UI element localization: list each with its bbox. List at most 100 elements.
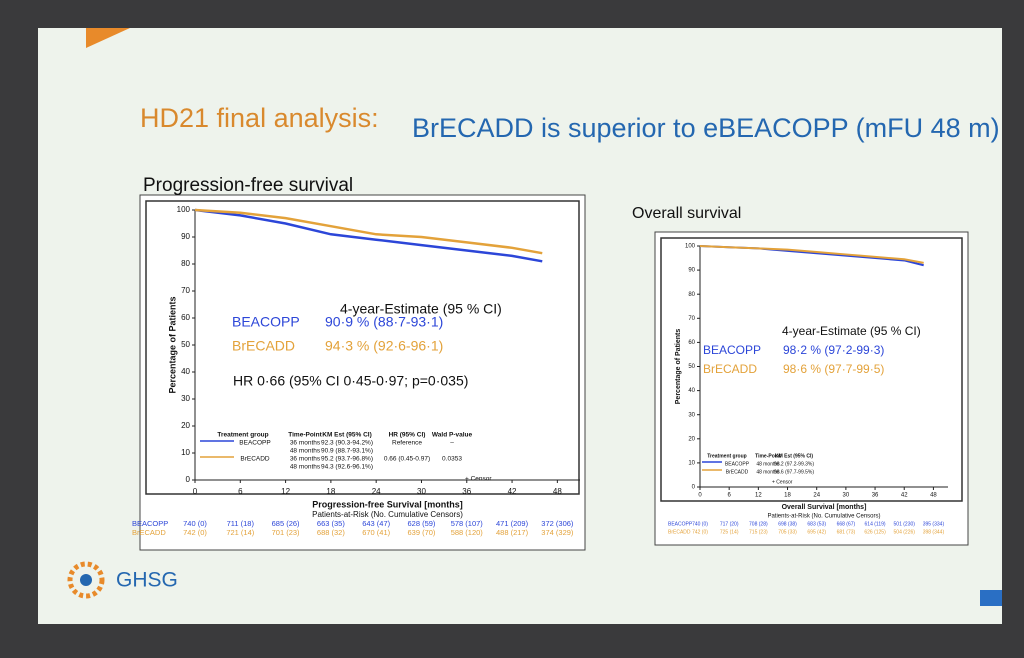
at-risk-count: 588 (120): [451, 528, 484, 537]
table-header: KM Est (95% CI): [322, 432, 371, 439]
y-tick-label: 20: [688, 436, 695, 442]
y-tick-label: 60: [181, 313, 190, 322]
y-tick-label: 90: [181, 232, 190, 241]
table-header: Treatment group: [217, 432, 268, 439]
at-risk-count: 688 (32): [317, 528, 345, 537]
at-risk-group: BrECADD: [668, 529, 691, 535]
table-header: Time-Point: [288, 432, 322, 439]
estimate-group: BrECADD: [232, 338, 295, 354]
at-risk-count: 395 (334): [923, 521, 945, 527]
at-risk-group: BEACOPP: [668, 521, 693, 527]
table-cell: 92.3 (90.3-94.2%): [321, 440, 373, 447]
legend-entry: BrECADD: [726, 469, 749, 475]
at-risk-count: 501 (230): [894, 521, 916, 527]
at-risk-count: 698 (38): [778, 521, 797, 527]
table-cell: 90.9 (88.7-93.1%): [321, 448, 373, 455]
at-risk-count: 639 (70): [408, 528, 436, 537]
legend-entry: BEACOPP: [725, 461, 750, 467]
table-header: KM Est (95% CI): [775, 453, 813, 459]
x-tick-label: 36: [462, 487, 471, 496]
censor-note: + Censor: [465, 476, 492, 483]
estimate-group: BEACOPP: [232, 314, 300, 330]
logo-text: GHSG: [116, 569, 178, 592]
y-tick-label: 80: [688, 292, 695, 298]
at-risk-count: 681 (73): [837, 529, 856, 535]
logo-mark: [80, 574, 92, 586]
legend-entry: BrECADD: [240, 456, 270, 463]
x-tick-label: 30: [417, 487, 426, 496]
at-risk-title: Patients-at-Risk (No. Cumulative Censors…: [312, 510, 463, 519]
x-tick-label: 6: [728, 493, 732, 499]
at-risk-count: 721 (14): [226, 528, 254, 537]
logo: GHSG: [67, 561, 178, 599]
plot-frame: [145, 200, 580, 495]
estimate-group: BEACOPP: [703, 343, 761, 357]
y-tick-label: 30: [181, 394, 190, 403]
y-tick-label: 60: [688, 340, 695, 346]
y-tick-label: 0: [692, 485, 696, 491]
at-risk-count: 742 (0): [183, 528, 207, 537]
at-risk-count: 628 (59): [408, 519, 436, 528]
at-risk-count: 471 (209): [496, 519, 529, 528]
x-tick-label: 0: [193, 487, 198, 496]
at-risk-count: 708 (28): [749, 521, 768, 527]
estimate-group: BrECADD: [703, 362, 757, 376]
y-axis-label: Percentage of Patients: [167, 296, 177, 393]
table-cell: 0.0353: [442, 456, 462, 463]
at-risk-count: 398 (344): [923, 529, 945, 535]
table-header: Treatment group: [707, 453, 746, 459]
y-tick-label: 10: [181, 448, 190, 457]
at-risk-count: 488 (217): [496, 528, 529, 537]
table-cell: 48 months: [290, 464, 321, 471]
y-tick-label: 10: [688, 460, 695, 466]
at-risk-count: 626 (125): [864, 529, 886, 535]
table-cell: 36 months: [290, 440, 321, 447]
estimate-value: 94·3 % (92·6-96·1): [325, 338, 443, 354]
at-risk-group: BEACOPP: [132, 519, 168, 528]
at-risk-title: Patients-at-Risk (No. Cumulative Censors…: [767, 514, 880, 520]
y-tick-label: 100: [685, 244, 696, 250]
at-risk-count: 715 (23): [749, 529, 768, 535]
y-tick-label: 80: [181, 259, 190, 268]
x-tick-label: 48: [930, 493, 937, 499]
at-risk-count: 578 (107): [451, 519, 484, 528]
at-risk-count: 643 (47): [362, 519, 390, 528]
table-cell: 0.66 (0.45-0.97): [384, 456, 430, 463]
table-cell: 36 months: [290, 456, 321, 463]
table-cell: 98.2 (97.2-99.3%): [774, 461, 814, 467]
at-risk-count: 504 (226): [894, 529, 916, 535]
y-tick-label: 100: [177, 205, 191, 214]
y-tick-label: 0: [186, 475, 191, 484]
chart-panel: [139, 194, 586, 551]
x-tick-label: 18: [784, 493, 791, 499]
estimate-heading: 4-year-Estimate (95 % CI): [340, 301, 502, 317]
at-risk-count: 742 (0): [692, 529, 708, 535]
corner-accent: [86, 28, 130, 48]
x-tick-label: 18: [326, 487, 335, 496]
x-axis-label: Overall Survival [months]: [782, 504, 867, 511]
y-tick-label: 40: [688, 388, 695, 394]
y-tick-label: 40: [181, 367, 190, 376]
y-axis-label: Percentage of Patients: [675, 329, 682, 405]
at-risk-group: BrECADD: [132, 528, 166, 537]
logo-mark: [67, 561, 105, 599]
y-tick-label: 90: [688, 268, 695, 274]
at-risk-count: 740 (0): [183, 519, 207, 528]
at-risk-count: 372 (306): [541, 519, 574, 528]
at-risk-count: 701 (23): [272, 528, 300, 537]
legend-entry: BEACOPP: [239, 440, 270, 447]
x-tick-label: 42: [508, 487, 517, 496]
y-tick-label: 70: [688, 316, 695, 322]
y-tick-label: 20: [181, 421, 190, 430]
survival-curve: [194, 208, 543, 263]
table-cell: 48 months: [290, 448, 321, 455]
x-axis-label: Progression-free Survival [months]: [312, 499, 463, 509]
chart-title: Progression-free survival: [143, 175, 353, 196]
x-tick-label: 6: [238, 487, 243, 496]
table-cell: Reference: [392, 440, 422, 447]
x-tick-label: 48: [553, 487, 562, 496]
at-risk-count: 670 (41): [362, 528, 390, 537]
hazard-ratio: HR 0·66 (95% CI 0·45-0·97; p=0·035): [233, 373, 468, 389]
x-tick-label: 24: [813, 493, 820, 499]
